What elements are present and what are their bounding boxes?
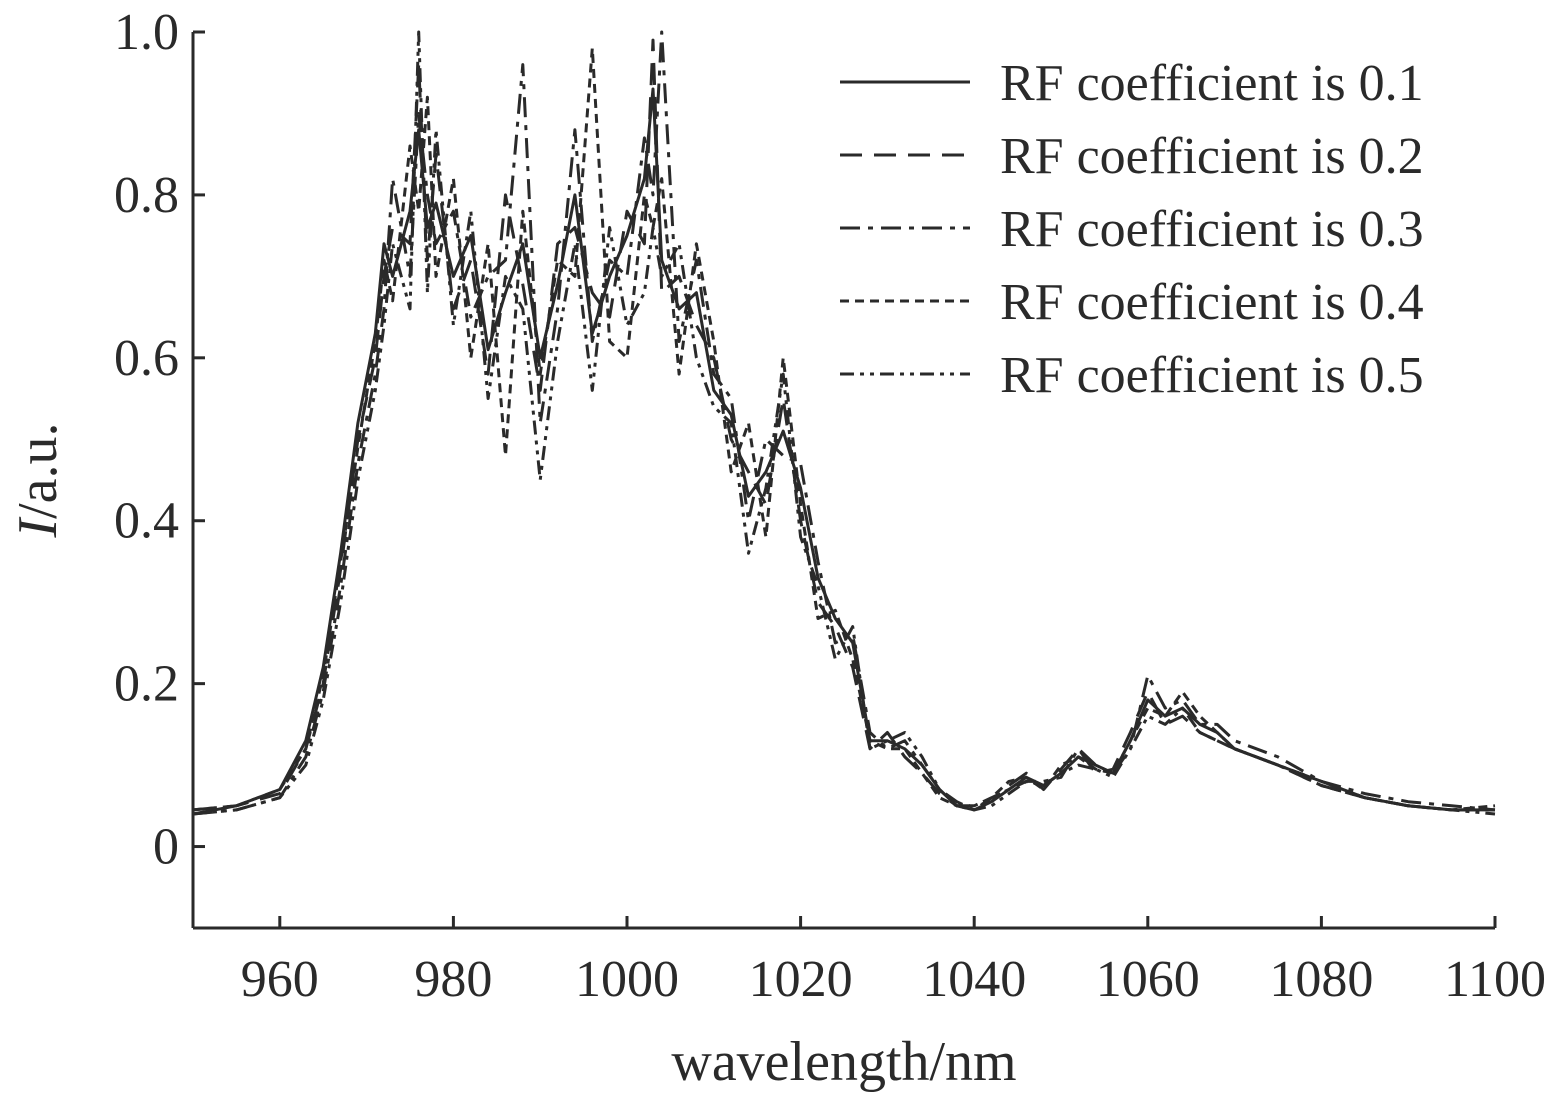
y-ticks: 0 0.2 0.4 0.6 0.8 1.0 — [114, 4, 205, 876]
x-tick-label: 980 — [414, 951, 492, 1008]
legend-label-3: RF coefficient is 0.3 — [1000, 201, 1424, 258]
y-tick-label: 1.0 — [114, 4, 179, 61]
x-tick-label: 1040 — [922, 951, 1026, 1008]
x-tick-label: 1000 — [575, 951, 679, 1008]
legend-label-4: RF coefficient is 0.4 — [1000, 274, 1424, 331]
legend-label-2: RF coefficient is 0.2 — [1000, 128, 1424, 185]
x-axis-label: wavelength/nm — [671, 1031, 1016, 1093]
y-tick-label: 0.4 — [114, 493, 179, 550]
axes — [191, 32, 1495, 930]
y-tick-label: 0.8 — [114, 167, 179, 224]
series-line-1 — [192, 87, 1495, 816]
x-ticks: 960 980 1000 1020 1040 1060 1080 1100 — [241, 916, 1546, 1008]
series-line-3 — [192, 30, 1496, 816]
plot-lines — [192, 30, 1496, 816]
x-tick-label: 1020 — [749, 951, 853, 1008]
series-line-5 — [192, 30, 1496, 816]
y-tick-label: 0 — [153, 819, 179, 876]
x-tick-label: 1080 — [1269, 951, 1373, 1008]
x-tick-label: 960 — [241, 951, 319, 1008]
x-tick-label: 1060 — [1096, 951, 1200, 1008]
legend-label-5: RF coefficient is 0.5 — [1000, 347, 1424, 404]
y-tick-label: 0.2 — [114, 656, 179, 713]
y-axis-label-rest: /a.u. — [7, 422, 69, 518]
x-tick-label: 1100 — [1444, 951, 1546, 1008]
legend: RF coefficient is 0.1 RF coefficient is 0… — [840, 55, 1424, 404]
y-tick-label: 0.6 — [114, 330, 179, 387]
legend-label-1: RF coefficient is 0.1 — [1000, 55, 1424, 112]
y-axis-label: I/a.u. — [7, 422, 69, 538]
y-axis-label-italic: I — [7, 517, 69, 539]
